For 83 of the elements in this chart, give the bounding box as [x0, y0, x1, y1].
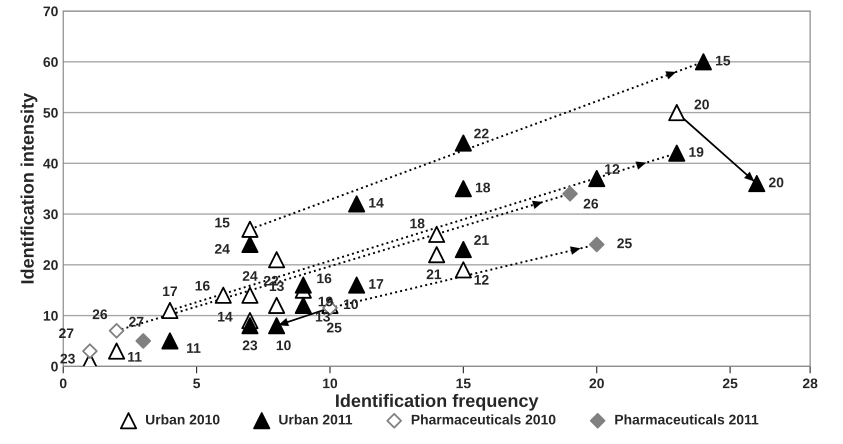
- point: [268, 251, 286, 268]
- annotation: 20: [694, 100, 709, 110]
- annotation: 11: [187, 343, 200, 353]
- point: [135, 333, 152, 349]
- point: [268, 317, 286, 334]
- annotation: 20: [768, 178, 784, 188]
- point: [241, 236, 258, 254]
- point: [294, 296, 312, 314]
- annotation: 25: [617, 238, 632, 248]
- point: [268, 296, 286, 314]
- point: [348, 276, 366, 294]
- point: [454, 134, 472, 152]
- annotation: 21: [474, 235, 489, 245]
- point: [668, 144, 686, 162]
- annotation: 21: [426, 269, 442, 280]
- x-tick-label: 10: [323, 378, 338, 388]
- point: [108, 323, 124, 339]
- point: [161, 332, 178, 350]
- y-tick-label: 70: [44, 6, 58, 16]
- x-tick-label: 28: [802, 378, 818, 388]
- annotation: 24: [214, 244, 230, 254]
- legend-label: Pharmaceuticals 2011: [615, 414, 758, 425]
- point: [82, 343, 98, 359]
- point: [562, 186, 578, 202]
- point: [348, 195, 366, 212]
- x-tick-label: 0: [60, 378, 67, 388]
- annotation: 16: [196, 280, 210, 291]
- annotation: 26: [92, 309, 108, 320]
- annotation: 19: [689, 147, 704, 157]
- y-tick-label: 10: [44, 310, 58, 321]
- point: [454, 261, 472, 278]
- y-tick-label: 30: [43, 209, 58, 220]
- point: [428, 246, 446, 264]
- annotation: 18: [476, 182, 490, 192]
- annotation: 13: [316, 312, 330, 322]
- point: [161, 302, 178, 320]
- point: [241, 286, 258, 304]
- point: [108, 342, 126, 360]
- y-axis-title: Identification intensity: [20, 92, 38, 284]
- y-tick-label: 50: [43, 108, 58, 118]
- annotation: 26: [584, 198, 598, 209]
- annotation: 17: [369, 279, 384, 289]
- annotation: 12: [605, 164, 620, 174]
- point: [241, 317, 258, 334]
- point: [694, 53, 712, 70]
- point: [454, 180, 472, 198]
- y-tick-label: 0: [51, 362, 58, 372]
- x-tick-label: 15: [456, 378, 471, 388]
- annotation: 12: [474, 274, 489, 285]
- point: [748, 175, 766, 192]
- legend-label: Urban 2010: [146, 414, 220, 425]
- annotation: 23: [242, 340, 258, 350]
- annotation: 15: [215, 218, 230, 228]
- legend-label: Urban 2011: [279, 414, 352, 425]
- point: [428, 226, 446, 243]
- annotation: 10: [344, 299, 358, 310]
- annotation: 16: [317, 273, 332, 284]
- point: [294, 276, 312, 294]
- annotation: 22: [474, 128, 489, 138]
- point: [454, 241, 472, 258]
- x-tick-label: 5: [193, 378, 200, 388]
- point: [588, 236, 605, 252]
- x-tick-label: 20: [589, 378, 604, 388]
- x-tick-label: 25: [722, 378, 738, 388]
- y-tick-label: 20: [43, 260, 58, 270]
- legend-label: Pharmaceuticals 2010: [412, 414, 556, 425]
- annotation: 27: [129, 316, 144, 326]
- x-axis-title: Identification frequency: [336, 394, 538, 411]
- point: [214, 286, 232, 304]
- annotation: 18: [410, 218, 425, 228]
- point: [668, 104, 686, 122]
- annotation: 14: [218, 312, 233, 322]
- annotation: 14: [369, 198, 384, 208]
- annotation: 17: [163, 286, 178, 296]
- y-tick-label: 60: [43, 57, 58, 68]
- annotation: 10: [276, 340, 291, 350]
- point: [588, 170, 606, 188]
- annotation: 11: [128, 352, 142, 362]
- annotation: 15: [716, 56, 730, 66]
- y-tick-label: 40: [43, 158, 58, 168]
- annotation: 24: [242, 271, 258, 281]
- annotation: 25: [326, 322, 342, 333]
- point: [241, 220, 258, 238]
